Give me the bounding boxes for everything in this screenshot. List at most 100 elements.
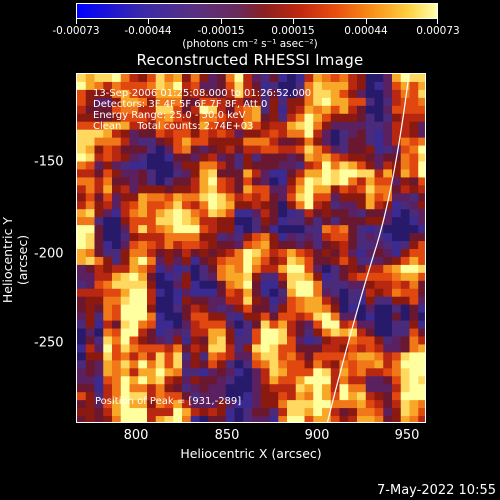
heatmap-pixel xyxy=(252,169,262,178)
heatmap-pixel xyxy=(243,113,253,123)
heatmap-pixel xyxy=(348,360,358,369)
heatmap-pixel xyxy=(190,177,201,186)
heatmap-pixel xyxy=(243,129,253,139)
heatmap-pixel xyxy=(357,97,367,107)
heatmap-pixel xyxy=(260,304,271,314)
heatmap-pixel xyxy=(400,392,411,401)
heatmap-pixel xyxy=(400,201,411,210)
heatmap-pixel xyxy=(260,336,271,346)
heatmap-pixel xyxy=(199,384,209,393)
heatmap-pixel xyxy=(269,384,279,393)
heatmap-pixel xyxy=(278,376,288,385)
heatmap-pixel xyxy=(304,392,314,401)
heatmap-pixel xyxy=(357,209,367,218)
heatmap-pixel xyxy=(400,328,411,338)
heatmap-pixel xyxy=(374,320,384,330)
heatmap-pixel xyxy=(164,193,174,202)
heatmap-pixel xyxy=(339,137,349,147)
heatmap-pixel xyxy=(400,296,411,306)
heatmap-pixel xyxy=(392,280,402,290)
heatmap-pixel xyxy=(330,264,341,274)
heatmap-pixel xyxy=(190,392,201,401)
heatmap-pixel xyxy=(339,177,349,186)
heatmap-pixel xyxy=(129,376,139,385)
heatmap-pixel xyxy=(392,225,402,234)
heatmap-pixel xyxy=(103,129,113,139)
image-plot-area[interactable]: 13-Sep-2006 01:25:08.000 to 01:26:52.000… xyxy=(76,73,426,423)
heatmap-pixel xyxy=(199,320,209,330)
heatmap-pixel xyxy=(330,217,341,226)
heatmap-pixel xyxy=(182,233,192,242)
heatmap-pixel xyxy=(383,416,393,422)
heatmap-pixel xyxy=(295,241,306,250)
heatmap-pixel xyxy=(234,272,244,282)
heatmap-pixel xyxy=(365,320,376,330)
heatmap-pixel xyxy=(77,145,87,155)
heatmap-pixel xyxy=(287,408,297,417)
heatmap-pixel xyxy=(173,233,183,242)
heatmap-pixel xyxy=(287,105,297,115)
heatmap-pixel xyxy=(392,360,402,369)
heatmap-pixel xyxy=(85,304,96,314)
heatmap-pixel xyxy=(304,201,314,210)
heatmap-pixel xyxy=(208,280,218,290)
heatmap-pixel xyxy=(313,352,323,361)
heatmap-pixel xyxy=(418,288,425,298)
heatmap-pixel xyxy=(182,296,192,306)
heatmap-pixel xyxy=(418,74,425,83)
heatmap-pixel xyxy=(365,360,376,369)
heatmap-pixel xyxy=(304,384,314,393)
heatmap-pixel xyxy=(199,153,209,163)
heatmap-pixel xyxy=(287,177,297,186)
heatmap-pixel xyxy=(295,169,306,178)
heatmap-pixel xyxy=(173,185,183,194)
heatmap-pixel xyxy=(339,376,349,385)
heatmap-pixel xyxy=(269,121,279,131)
heatmap-pixel xyxy=(217,201,227,210)
heatmap-pixel xyxy=(330,225,341,234)
heatmap-pixel xyxy=(374,169,384,178)
heatmap-pixel xyxy=(260,400,271,409)
heatmap-pixel xyxy=(225,400,236,409)
heatmap-pixel xyxy=(243,249,253,258)
heatmap-pixel xyxy=(330,256,341,266)
heatmap-pixel xyxy=(138,336,148,346)
heatmap-pixel xyxy=(357,408,367,417)
heatmap-pixel xyxy=(260,217,271,226)
heatmap-pixel xyxy=(269,256,279,266)
heatmap-pixel xyxy=(304,145,314,155)
heatmap-pixel xyxy=(112,312,122,322)
heatmap-pixel xyxy=(182,384,192,393)
heatmap-pixel xyxy=(243,89,253,99)
heatmap-pixel xyxy=(287,217,297,226)
heatmap-pixel xyxy=(260,121,271,131)
heatmap-pixel xyxy=(173,225,183,234)
heatmap-pixel xyxy=(365,416,376,422)
heatmap-pixel xyxy=(129,185,139,194)
heatmap-pixel xyxy=(120,256,131,266)
heatmap-pixel xyxy=(287,81,297,91)
heatmap-pixel xyxy=(182,272,192,282)
heatmap-pixel xyxy=(322,304,332,314)
heatmap-pixel xyxy=(94,392,104,401)
heatmap-pixel xyxy=(173,193,183,202)
heatmap-pixel xyxy=(138,105,148,115)
heatmap-pixel xyxy=(155,129,166,139)
heatmap-pixel xyxy=(138,352,148,361)
heatmap-pixel xyxy=(313,97,323,107)
heatmap-pixel xyxy=(234,320,244,330)
heatmap-pixel xyxy=(173,304,183,314)
heatmap-pixel xyxy=(112,376,122,385)
heatmap-pixel xyxy=(330,312,341,322)
heatmap-pixel xyxy=(147,89,157,99)
heatmap-pixel xyxy=(278,312,288,322)
heatmap-pixel xyxy=(155,392,166,401)
heatmap-pixel xyxy=(217,74,227,83)
heatmap-pixel xyxy=(383,312,393,322)
heatmap-pixel xyxy=(383,304,393,314)
heatmap-pixel xyxy=(94,296,104,306)
heatmap-pixel xyxy=(199,177,209,186)
heatmap-pixel xyxy=(400,352,411,361)
heatmap-pixel xyxy=(173,145,183,155)
heatmap-pixel xyxy=(217,81,227,91)
